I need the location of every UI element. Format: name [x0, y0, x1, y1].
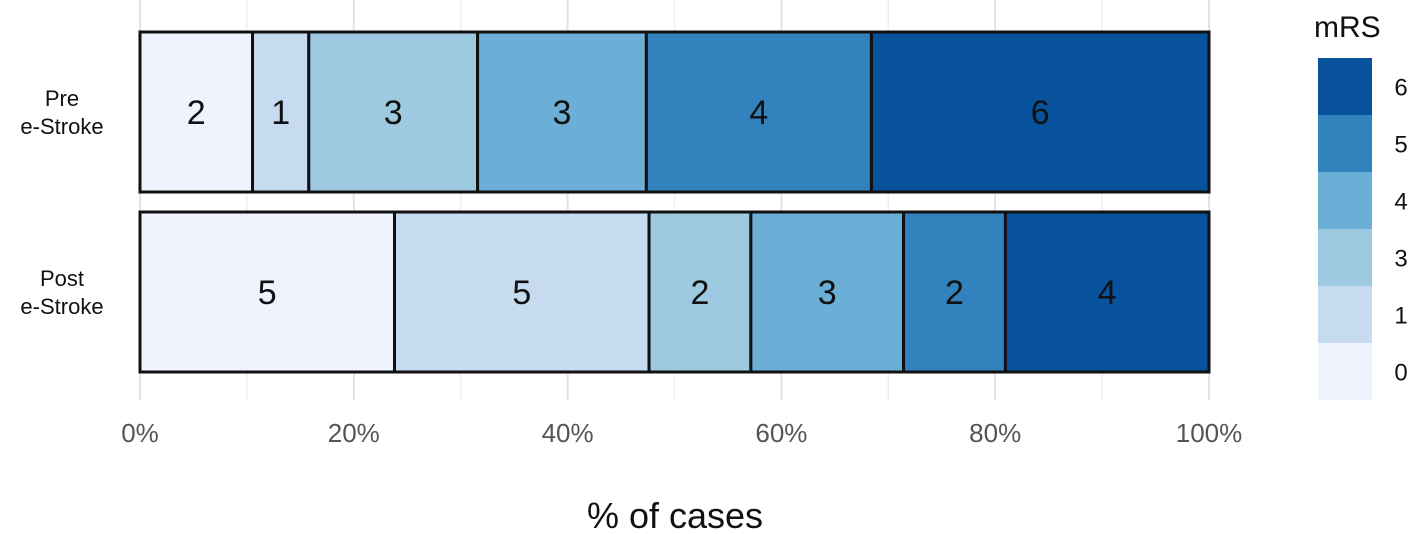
- bar-segment: [647, 210, 753, 374]
- legend-label: 6: [1394, 75, 1407, 102]
- legend-label: 0: [1394, 360, 1407, 387]
- bar-segment: [251, 30, 311, 194]
- segment-count-label: 5: [512, 274, 531, 312]
- bar-segment: [869, 30, 1211, 194]
- x-tick-label: 60%: [755, 418, 807, 448]
- bar-segment: [138, 30, 255, 194]
- segment-count-label: 1: [271, 94, 290, 132]
- category-label-line: e-Stroke: [20, 114, 103, 139]
- category-labels: Pre e-Stroke Post e-Stroke: [20, 86, 103, 319]
- bar-segment: [644, 30, 873, 194]
- legend-label: 3: [1394, 246, 1407, 273]
- segment-count-label: 4: [749, 94, 768, 132]
- legend-swatch: [1318, 172, 1372, 229]
- bar-segment: [393, 210, 651, 374]
- segment-count-label: 3: [818, 274, 837, 312]
- category-label: Pre e-Stroke: [20, 86, 103, 139]
- category-label-line: Post: [40, 266, 84, 291]
- x-tick-label: 80%: [969, 418, 1021, 448]
- segment-count-label: 3: [553, 94, 572, 132]
- bar-segment: [1003, 210, 1211, 374]
- segment-count-label: 3: [384, 94, 403, 132]
- legend-label: 1: [1394, 303, 1407, 330]
- x-tick-labels: 0% 20% 40% 60% 80% 100%: [121, 418, 1242, 448]
- legend-swatch: [1318, 58, 1372, 115]
- segment-count-label: 2: [187, 94, 206, 132]
- x-tick-label: 40%: [542, 418, 594, 448]
- x-tick-label: 100%: [1176, 418, 1243, 448]
- segment-count-label: 5: [258, 274, 277, 312]
- segment-count-label: 2: [690, 274, 709, 312]
- bar-segment: [307, 30, 480, 194]
- x-tick-label: 0%: [121, 418, 159, 448]
- legend: mRS 6 5 4 3 1 0: [1314, 11, 1408, 400]
- x-axis-title: % of cases: [587, 495, 763, 534]
- legend-label: 5: [1394, 132, 1407, 159]
- legend-label: 4: [1394, 189, 1407, 216]
- segment-count-label: 2: [945, 274, 964, 312]
- legend-swatch: [1318, 229, 1372, 286]
- legend-title: mRS: [1314, 11, 1381, 44]
- legend-swatch: [1318, 343, 1372, 400]
- category-label-line: Pre: [45, 86, 79, 111]
- category-label: Post e-Stroke: [20, 266, 103, 319]
- category-label-line: e-Stroke: [20, 294, 103, 319]
- segment-count-label: 6: [1031, 94, 1050, 132]
- legend-swatch: [1318, 286, 1372, 343]
- x-tick-label: 20%: [328, 418, 380, 448]
- bars: 2 1 3 3 4 6 5 5 2 3 2 4: [138, 30, 1211, 374]
- legend-swatch: [1318, 115, 1372, 172]
- bar-segment: [749, 210, 906, 374]
- segment-count-label: 4: [1098, 274, 1117, 312]
